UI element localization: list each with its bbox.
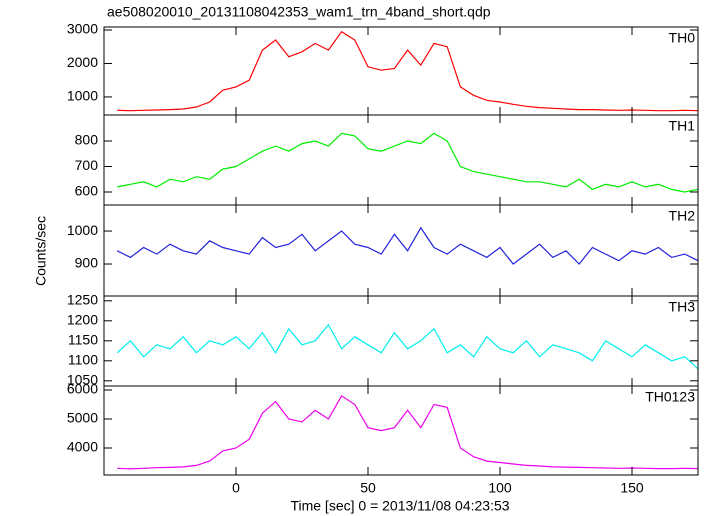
y-tick-label: 4000 — [67, 439, 98, 455]
y-tick-label: 3000 — [67, 21, 98, 37]
y-tick-label: 1000 — [67, 222, 98, 238]
y-tick-label: 1250 — [67, 292, 98, 308]
y-tick-label: 700 — [75, 157, 99, 173]
panel-label: TH0123 — [645, 389, 695, 405]
series-line — [116, 323, 699, 370]
panel-frame — [103, 204, 699, 297]
y-tick-label: 2000 — [67, 54, 98, 70]
series-line — [117, 132, 699, 193]
y-tick-label: 800 — [75, 132, 99, 148]
y-tick-label: 1000 — [67, 88, 98, 104]
series-line — [116, 226, 699, 265]
y-tick-label: 5000 — [67, 410, 98, 426]
series-line — [117, 394, 699, 470]
y-tick-label: 900 — [75, 255, 99, 271]
panel-frame — [103, 114, 699, 206]
series-line — [117, 30, 699, 112]
x-axis-label: Time [sec] 0 = 2013/11/08 04:23:53 — [290, 498, 509, 514]
y-tick-label: 1150 — [68, 332, 98, 348]
y-tick-label: 1200 — [67, 312, 98, 328]
y-tick-label: 1050 — [67, 372, 98, 388]
panel-label: TH0 — [669, 30, 696, 46]
panel-label: TH3 — [669, 299, 696, 315]
y-tick-label: 1100 — [68, 352, 98, 368]
x-tick-label: 0 — [232, 480, 240, 496]
x-tick-label: 150 — [620, 480, 644, 496]
panel-label: TH1 — [669, 118, 696, 134]
chart-title: ae508020010_20131108042353_wam1_trn_4ban… — [107, 4, 491, 20]
panel-label: TH2 — [669, 208, 696, 224]
y-tick-label: 6000 — [67, 381, 98, 397]
y-axis-label: Counts/sec — [33, 216, 49, 286]
panel-frame — [103, 26, 699, 116]
panel-frame — [103, 385, 699, 476]
x-tick-label: 50 — [360, 480, 376, 496]
x-tick-label: 100 — [488, 480, 512, 496]
y-tick-label: 600 — [75, 183, 99, 199]
